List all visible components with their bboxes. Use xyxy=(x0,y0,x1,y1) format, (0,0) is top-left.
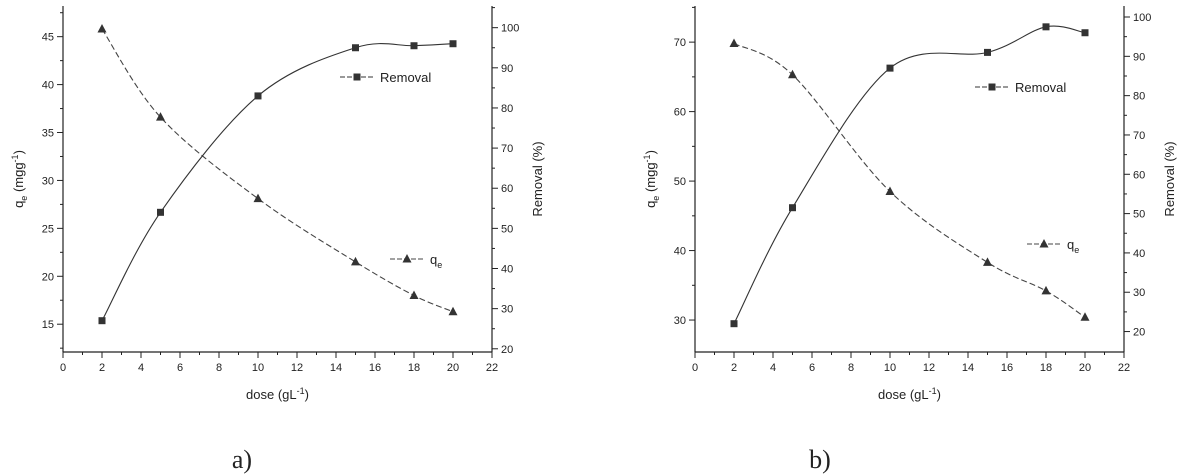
y2-tick-label: 70 xyxy=(501,143,513,155)
data-point-removal xyxy=(984,48,991,56)
y2-tick-label: 40 xyxy=(501,264,513,276)
y2-tick-label: 80 xyxy=(1133,91,1145,103)
data-point-qe xyxy=(253,193,263,203)
y2-tick-label: 60 xyxy=(501,183,513,195)
x-tick-label: 8 xyxy=(848,362,854,374)
panel-label: b) xyxy=(809,445,831,474)
x-tick-label: 18 xyxy=(408,362,420,374)
y2-tick-label: 20 xyxy=(1133,327,1145,339)
y1-tick-label: 50 xyxy=(674,176,686,188)
x-axis-label: dose (gL-1) xyxy=(246,386,309,402)
data-point-qe xyxy=(788,69,797,79)
data-point-removal xyxy=(410,42,418,50)
y1-tick-label: 25 xyxy=(42,223,54,235)
y2-tick-label: 50 xyxy=(501,223,513,235)
y1-tick-label: 30 xyxy=(42,175,54,187)
series-removal-line xyxy=(101,43,454,321)
y2-tick-label: 100 xyxy=(501,23,519,35)
legend-removal-marker xyxy=(353,73,361,81)
data-point-qe xyxy=(448,306,458,316)
x-tick-label: 4 xyxy=(138,362,144,374)
x-tick-label: 22 xyxy=(1118,362,1130,374)
data-point-qe xyxy=(729,38,739,48)
y2-tick-label: 20 xyxy=(501,344,513,356)
data-point-qe xyxy=(97,24,107,33)
x-tick-label: 6 xyxy=(177,362,183,374)
y1-tick-label: 30 xyxy=(674,315,686,327)
y2-tick-label: 40 xyxy=(1133,248,1145,260)
legend-qe-label: qe xyxy=(1067,237,1079,255)
data-point-removal xyxy=(886,64,894,72)
data-point-qe xyxy=(351,256,360,266)
y1-tick-label: 70 xyxy=(674,37,686,49)
y2-tick-label: 50 xyxy=(1133,209,1145,221)
legend-removal-label: Removal xyxy=(1015,80,1066,95)
x-tick-label: 20 xyxy=(447,362,459,374)
data-point-qe xyxy=(983,257,992,266)
data-point-qe xyxy=(885,186,895,196)
legend-removal-marker xyxy=(988,83,996,91)
data-point-removal xyxy=(1081,29,1089,37)
x-tick-label: 20 xyxy=(1079,362,1091,374)
x-tick-label: 2 xyxy=(731,362,737,374)
data-point-qe xyxy=(1080,312,1090,321)
legend-qe-marker xyxy=(1039,239,1049,248)
y1-tick-label: 20 xyxy=(42,271,54,283)
x-tick-label: 22 xyxy=(486,362,498,374)
y2-tick-label: 80 xyxy=(501,103,513,115)
data-point-removal xyxy=(352,44,359,52)
x-tick-label: 4 xyxy=(770,362,776,374)
x-tick-label: 16 xyxy=(369,362,381,374)
y2-tick-label: 30 xyxy=(1133,287,1145,299)
y1-axis-label: qe (mgg-1) xyxy=(642,150,661,208)
y1-tick-label: 40 xyxy=(674,246,686,258)
data-point-removal xyxy=(157,208,164,216)
series-removal-line xyxy=(733,25,1086,324)
x-tick-label: 12 xyxy=(923,362,935,374)
x-tick-label: 8 xyxy=(216,362,222,374)
x-tick-label: 10 xyxy=(252,362,264,374)
data-point-removal xyxy=(789,204,796,212)
x-axis-label: dose (gL-1) xyxy=(878,386,941,402)
y2-tick-label: 90 xyxy=(1133,51,1145,63)
y2-axis-label: Removal (%) xyxy=(530,141,545,216)
y2-tick-label: 30 xyxy=(501,304,513,316)
legend-qe-label: qe xyxy=(430,252,442,270)
x-tick-label: 0 xyxy=(692,362,698,374)
x-tick-label: 6 xyxy=(809,362,815,374)
data-point-qe xyxy=(409,290,419,299)
y1-tick-label: 40 xyxy=(42,80,54,92)
data-point-qe xyxy=(156,112,165,121)
panel-label: a) xyxy=(232,445,252,474)
x-tick-label: 16 xyxy=(1001,362,1013,374)
data-point-removal xyxy=(449,40,457,48)
data-point-removal xyxy=(254,92,262,100)
x-tick-label: 0 xyxy=(60,362,66,374)
y1-tick-label: 60 xyxy=(674,107,686,119)
data-point-removal xyxy=(730,320,738,328)
y1-tick-label: 45 xyxy=(42,32,54,44)
data-point-qe xyxy=(1041,285,1051,295)
x-tick-label: 14 xyxy=(962,362,974,374)
chart-b: 0 2 4 6 8 10 12 14 16 18 20 22 30 40 50 60 70 20 30 40 50 60 7… xyxy=(642,6,1177,474)
y1-tick-label: 35 xyxy=(42,128,54,140)
y2-tick-label: 90 xyxy=(501,63,513,75)
y1-tick-label: 15 xyxy=(42,319,54,331)
y2-tick-label: 100 xyxy=(1133,12,1151,24)
legend-removal-label: Removal xyxy=(380,70,431,85)
y2-tick-label: 70 xyxy=(1133,130,1145,142)
legend-qe-marker xyxy=(402,254,412,263)
x-tick-label: 2 xyxy=(99,362,105,374)
y2-tick-label: 60 xyxy=(1133,169,1145,181)
chart-a: 0 2 4 6 8 10 12 14 16 18 20 22152025303540452030405… xyxy=(10,6,545,474)
y1-axis-label: qe (mgg-1) xyxy=(10,150,29,208)
y2-axis-label: Removal (%) xyxy=(1162,141,1177,216)
x-tick-label: 10 xyxy=(884,362,896,374)
x-tick-label: 12 xyxy=(291,362,303,374)
data-point-removal xyxy=(1042,23,1050,31)
x-tick-label: 18 xyxy=(1040,362,1052,374)
data-point-removal xyxy=(98,317,106,325)
x-tick-label: 14 xyxy=(330,362,342,374)
